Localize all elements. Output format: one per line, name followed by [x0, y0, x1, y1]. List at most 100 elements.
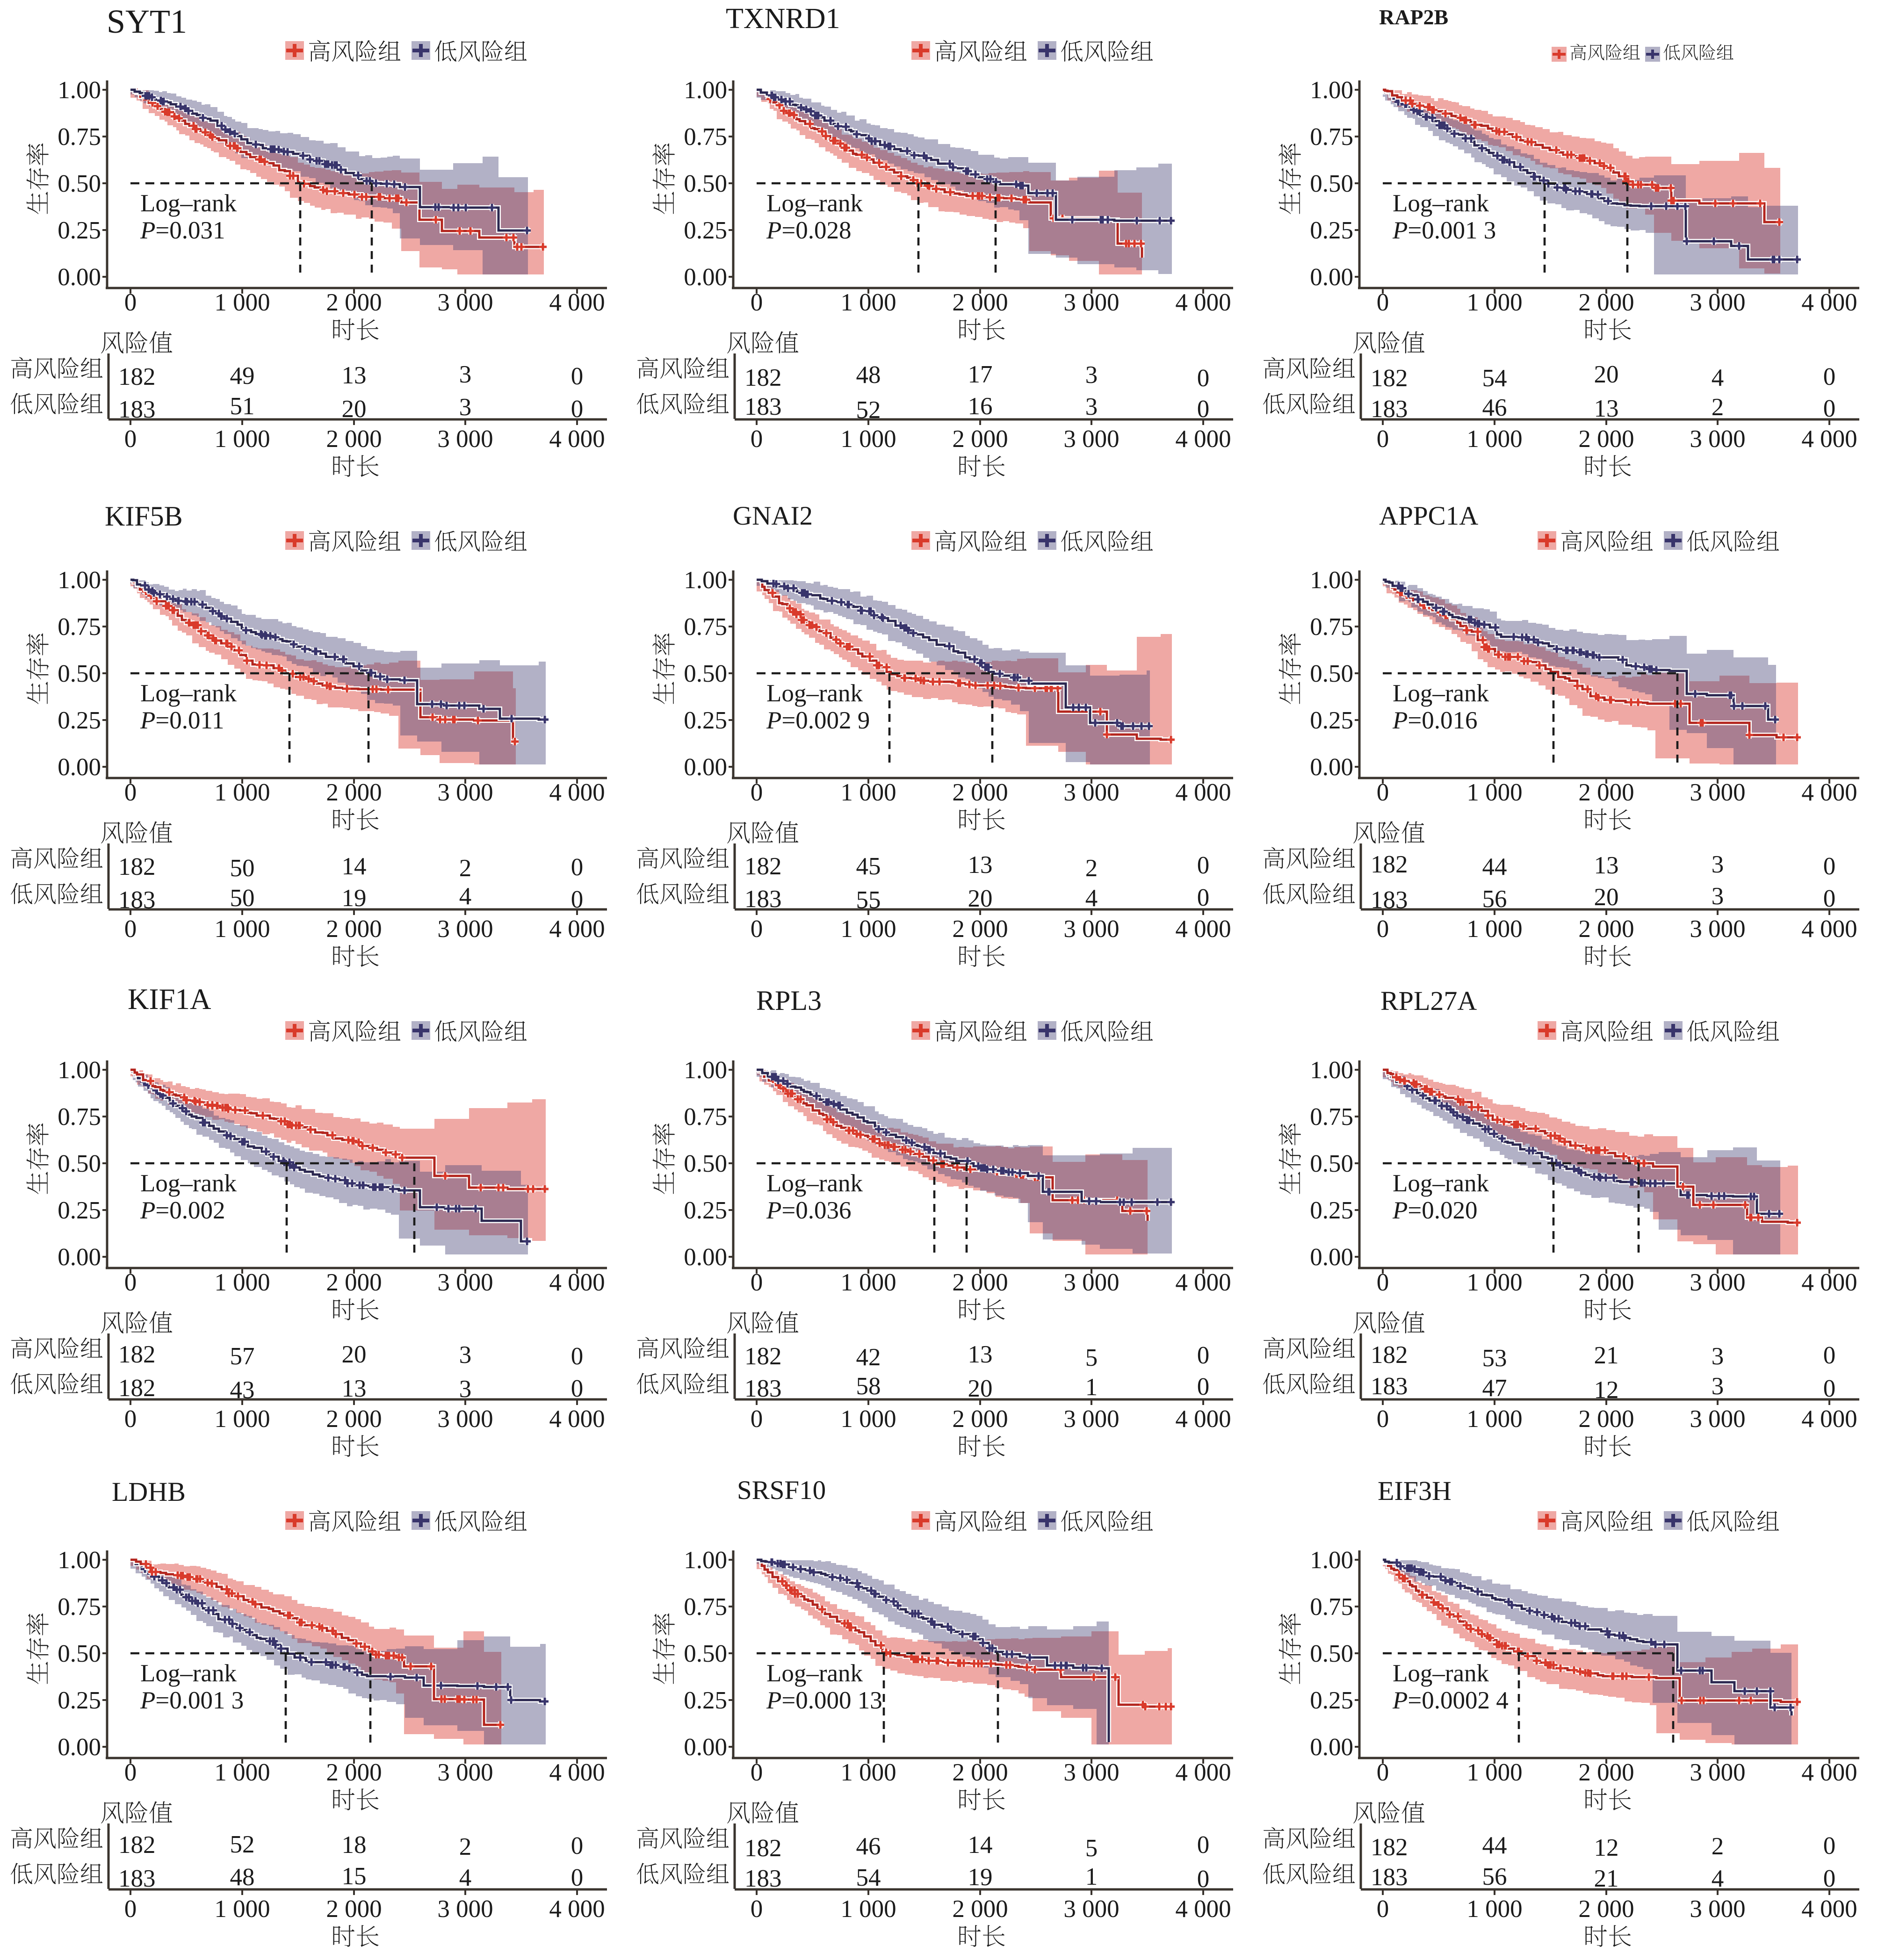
svg-text:RPL3: RPL3	[756, 985, 822, 1016]
svg-text:183: 183	[744, 393, 782, 420]
svg-text:0.25: 0.25	[1310, 217, 1353, 244]
svg-text:0: 0	[751, 915, 763, 943]
svg-text:0: 0	[1197, 396, 1210, 423]
svg-text:4 000: 4 000	[1175, 1269, 1231, 1296]
svg-text:182: 182	[1371, 1341, 1408, 1369]
svg-text:182: 182	[744, 1343, 782, 1370]
svg-text:0.00: 0.00	[58, 264, 101, 291]
svg-text:3: 3	[1085, 361, 1098, 389]
svg-text:4 000: 4 000	[549, 1759, 605, 1786]
svg-text:RPL27A: RPL27A	[1380, 986, 1477, 1016]
svg-text:2 000: 2 000	[326, 779, 382, 806]
svg-text:0.50: 0.50	[58, 170, 101, 197]
svg-text:0: 0	[1377, 915, 1389, 943]
svg-text:0.25: 0.25	[58, 1687, 101, 1714]
svg-text:Log–rank: Log–rank	[140, 1170, 237, 1197]
svg-text:3 000: 3 000	[1690, 289, 1745, 316]
svg-text:Log–rank: Log–rank	[766, 680, 863, 707]
svg-text:4 000: 4 000	[549, 289, 605, 316]
svg-text:14: 14	[342, 853, 367, 880]
svg-text:0.00: 0.00	[58, 1734, 101, 1761]
svg-text:1: 1	[1085, 1863, 1098, 1890]
svg-text:183: 183	[744, 886, 782, 913]
svg-text:3: 3	[1085, 393, 1098, 420]
svg-text:1 000: 1 000	[840, 1405, 896, 1433]
svg-text:0.50: 0.50	[58, 660, 101, 687]
svg-text:2 000: 2 000	[1578, 1269, 1634, 1296]
svg-text:182: 182	[744, 364, 782, 391]
svg-text:0: 0	[571, 854, 584, 881]
svg-text:3: 3	[459, 1341, 472, 1369]
svg-text:1 000: 1 000	[1466, 1759, 1522, 1786]
svg-text:2 000: 2 000	[1578, 289, 1634, 316]
svg-text:1.00: 1.00	[1310, 1547, 1353, 1574]
svg-text:3: 3	[1712, 883, 1724, 910]
svg-text:5: 5	[1085, 1835, 1098, 1862]
svg-text:P=0.001 3: P=0.001 3	[1392, 217, 1496, 244]
svg-text:5: 5	[1085, 1344, 1098, 1371]
svg-text:1 000: 1 000	[1466, 425, 1522, 453]
svg-text:3: 3	[1712, 851, 1724, 878]
svg-text:P=0.001 3: P=0.001 3	[140, 1687, 244, 1714]
svg-text:0: 0	[1197, 1342, 1210, 1369]
svg-text:4 000: 4 000	[1175, 425, 1231, 453]
svg-text:3 000: 3 000	[1690, 1895, 1745, 1923]
svg-text:0.50: 0.50	[684, 660, 727, 687]
svg-text:1 000: 1 000	[840, 1269, 896, 1296]
svg-text:P=0.0002 4: P=0.0002 4	[1392, 1687, 1509, 1714]
svg-text:EIF3H: EIF3H	[1378, 1476, 1452, 1506]
svg-text:52: 52	[856, 396, 881, 424]
svg-text:0: 0	[751, 1405, 763, 1433]
svg-text:3 000: 3 000	[1063, 425, 1119, 453]
svg-text:0: 0	[1377, 779, 1389, 806]
svg-text:2 000: 2 000	[952, 1895, 1008, 1923]
svg-text:0.00: 0.00	[1310, 1734, 1353, 1761]
svg-text:2 000: 2 000	[1578, 425, 1634, 453]
svg-text:0.50: 0.50	[684, 1640, 727, 1667]
svg-text:2 000: 2 000	[326, 915, 382, 943]
svg-text:3 000: 3 000	[1063, 1895, 1119, 1923]
svg-text:2: 2	[1085, 855, 1098, 882]
svg-text:13: 13	[342, 1375, 367, 1402]
svg-text:0: 0	[751, 1759, 763, 1786]
svg-text:0.25: 0.25	[58, 1197, 101, 1224]
svg-text:182: 182	[744, 853, 782, 880]
svg-text:Log–rank: Log–rank	[140, 680, 237, 707]
svg-text:4 000: 4 000	[1175, 915, 1231, 943]
svg-text:4 000: 4 000	[549, 779, 605, 806]
svg-text:4 000: 4 000	[1175, 779, 1231, 806]
svg-text:1.00: 1.00	[1310, 1057, 1353, 1084]
svg-text:0: 0	[1823, 1375, 1836, 1402]
svg-text:13: 13	[968, 1341, 993, 1368]
svg-text:4 000: 4 000	[1175, 289, 1231, 316]
svg-text:SYT1: SYT1	[107, 3, 187, 40]
svg-text:2: 2	[1712, 394, 1724, 421]
svg-text:0: 0	[1823, 1342, 1836, 1369]
svg-text:0: 0	[124, 289, 137, 316]
svg-text:0: 0	[571, 886, 584, 913]
svg-text:1 000: 1 000	[840, 779, 896, 806]
svg-text:20: 20	[342, 396, 367, 423]
svg-text:0.00: 0.00	[1310, 754, 1353, 781]
svg-text:2 000: 2 000	[1578, 1759, 1634, 1786]
svg-text:0: 0	[1377, 1269, 1389, 1296]
svg-text:0.00: 0.00	[684, 1244, 727, 1271]
svg-text:KIF5B: KIF5B	[105, 501, 183, 532]
svg-text:3 000: 3 000	[1063, 915, 1119, 943]
svg-text:4 000: 4 000	[1801, 779, 1857, 806]
svg-text:183: 183	[1371, 1373, 1408, 1400]
svg-text:54: 54	[856, 1864, 881, 1891]
svg-text:3: 3	[459, 394, 472, 421]
svg-text:55: 55	[856, 886, 881, 914]
svg-text:0: 0	[571, 1864, 584, 1891]
svg-text:P=0.036: P=0.036	[766, 1197, 852, 1224]
svg-text:0: 0	[571, 1343, 584, 1370]
svg-text:0.75: 0.75	[684, 123, 727, 151]
svg-text:2 000: 2 000	[326, 1895, 382, 1923]
svg-text:1.00: 1.00	[58, 1547, 101, 1574]
svg-text:SRSF10: SRSF10	[737, 1476, 826, 1505]
svg-text:0.75: 0.75	[684, 1103, 727, 1131]
svg-text:0: 0	[571, 396, 584, 423]
svg-text:3 000: 3 000	[1690, 915, 1745, 943]
svg-text:13: 13	[1594, 852, 1619, 879]
